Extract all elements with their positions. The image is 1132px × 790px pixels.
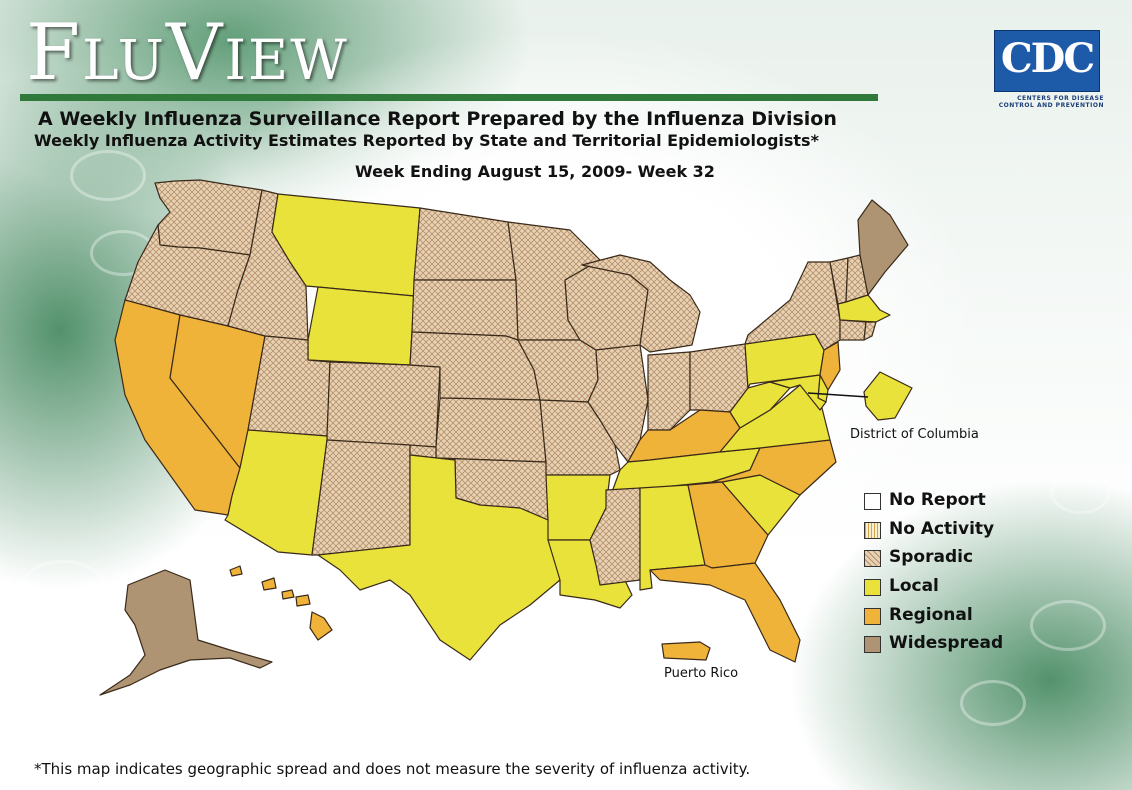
state-rhode-island bbox=[863, 321, 877, 341]
state-maryland bbox=[769, 374, 827, 411]
state-south-dakota bbox=[411, 279, 519, 341]
district-of-columbia bbox=[863, 371, 913, 421]
legend-swatch bbox=[864, 579, 881, 597]
report-subtitle: A Weekly Influenza Surveillance Report P… bbox=[38, 108, 837, 130]
state-florida bbox=[649, 562, 801, 663]
legend-swatch bbox=[864, 550, 881, 568]
virus-decoration-4 bbox=[1030, 600, 1106, 651]
state-washington bbox=[154, 179, 263, 256]
footnote: *This map indicates geographic spread an… bbox=[34, 760, 751, 778]
legend-label: Widespread bbox=[889, 633, 1004, 654]
dc-label: District of Columbia bbox=[850, 427, 979, 442]
cdc-logo-caption: CENTERS FOR DISEASE CONTROL AND PREVENTI… bbox=[994, 95, 1104, 109]
fluview-logo: FluView bbox=[26, 8, 349, 98]
legend-label: Local bbox=[889, 576, 939, 597]
title-divider bbox=[20, 94, 878, 101]
legend-swatch bbox=[864, 636, 881, 654]
virus-decoration-1 bbox=[70, 150, 146, 201]
legend-swatch bbox=[864, 607, 881, 625]
legend-label: Sporadic bbox=[889, 547, 974, 568]
state-wyoming bbox=[307, 286, 415, 366]
state-colorado bbox=[326, 361, 441, 448]
dc-leader-line bbox=[807, 392, 869, 398]
state-virginia bbox=[719, 384, 831, 453]
state-north-carolina bbox=[711, 439, 837, 496]
cdc-logo-text: CDC bbox=[1000, 35, 1095, 82]
state-texas bbox=[317, 454, 561, 661]
cdc-caption-line2: CONTROL AND PREVENTION bbox=[998, 102, 1104, 110]
state-new-mexico bbox=[311, 439, 411, 556]
report-description: Weekly Influenza Activity Estimates Repo… bbox=[34, 131, 819, 150]
legend-label: Regional bbox=[889, 604, 973, 625]
state-illinois bbox=[587, 344, 649, 463]
state-alaska bbox=[99, 569, 273, 696]
week-label: Week Ending August 15, 2009- Week 32 bbox=[355, 162, 715, 181]
state-maine bbox=[857, 199, 909, 296]
puerto-rico-label: Puerto Rico bbox=[664, 666, 739, 681]
state-michigan bbox=[581, 254, 701, 353]
state-indiana bbox=[647, 351, 691, 431]
virus-decoration-3 bbox=[20, 560, 106, 616]
cdc-logo: CDC bbox=[994, 30, 1100, 92]
legend-swatch bbox=[864, 493, 881, 510]
territory-puerto-rico bbox=[661, 641, 711, 661]
state-kansas bbox=[435, 397, 547, 463]
legend-label: No Activity bbox=[889, 518, 995, 539]
state-arizona bbox=[224, 429, 328, 556]
virus-decoration-5 bbox=[960, 680, 1026, 726]
state-north-dakota bbox=[413, 207, 517, 281]
state-new-york bbox=[744, 261, 841, 351]
state-hawaii bbox=[229, 565, 333, 641]
legend-swatch bbox=[864, 521, 881, 539]
state-new-jersey bbox=[819, 341, 841, 391]
cdc-caption-line1: CENTERS FOR DISEASE bbox=[1017, 95, 1104, 102]
virus-decoration-6 bbox=[1050, 470, 1111, 514]
legend-label: No Report bbox=[889, 490, 986, 510]
state-connecticut bbox=[839, 319, 867, 341]
